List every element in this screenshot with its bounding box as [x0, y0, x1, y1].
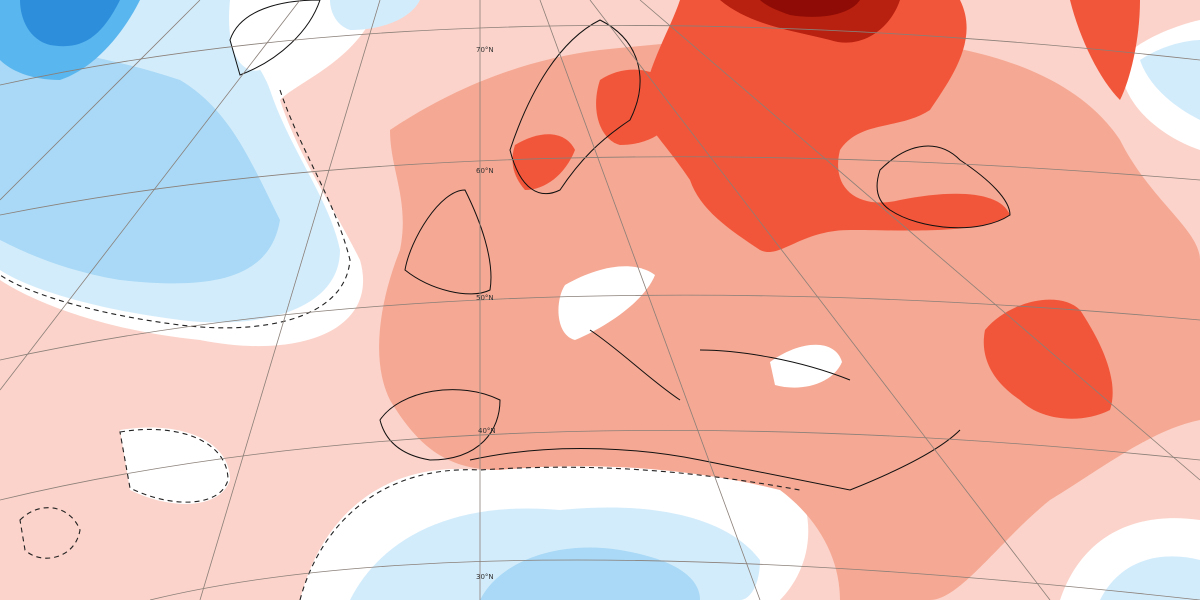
coastline — [379, 389, 501, 461]
warm-region — [379, 35, 1200, 600]
contour-line — [119, 428, 229, 503]
cold-region — [1140, 40, 1200, 120]
cold-region — [0, 40, 280, 284]
coastline — [469, 429, 961, 491]
neutral-region — [229, 0, 330, 71]
cold-region — [1100, 556, 1200, 600]
latitude-label: 30°N — [476, 573, 494, 581]
coastline — [876, 145, 1011, 229]
cold-region — [330, 0, 420, 30]
latitude-label: 50°N — [476, 294, 494, 302]
contour-line — [0, 89, 351, 329]
contour-line — [299, 466, 801, 600]
neutral-region — [558, 266, 655, 340]
cold-region — [20, 0, 120, 47]
coastline — [509, 19, 641, 195]
latitude-label: 60°N — [476, 167, 494, 175]
warm-region — [983, 299, 1113, 419]
coastline — [404, 189, 492, 295]
coastline — [589, 329, 851, 401]
contour-line — [19, 507, 81, 559]
warm-region — [596, 69, 680, 145]
warm-region — [640, 0, 1010, 253]
latitude-label: 40°N — [478, 427, 496, 435]
hot-region — [760, 0, 860, 17]
neutral-region — [770, 344, 842, 388]
coastline — [229, 0, 321, 76]
warm-region — [512, 134, 575, 190]
latitude-label: 70°N — [476, 46, 494, 54]
